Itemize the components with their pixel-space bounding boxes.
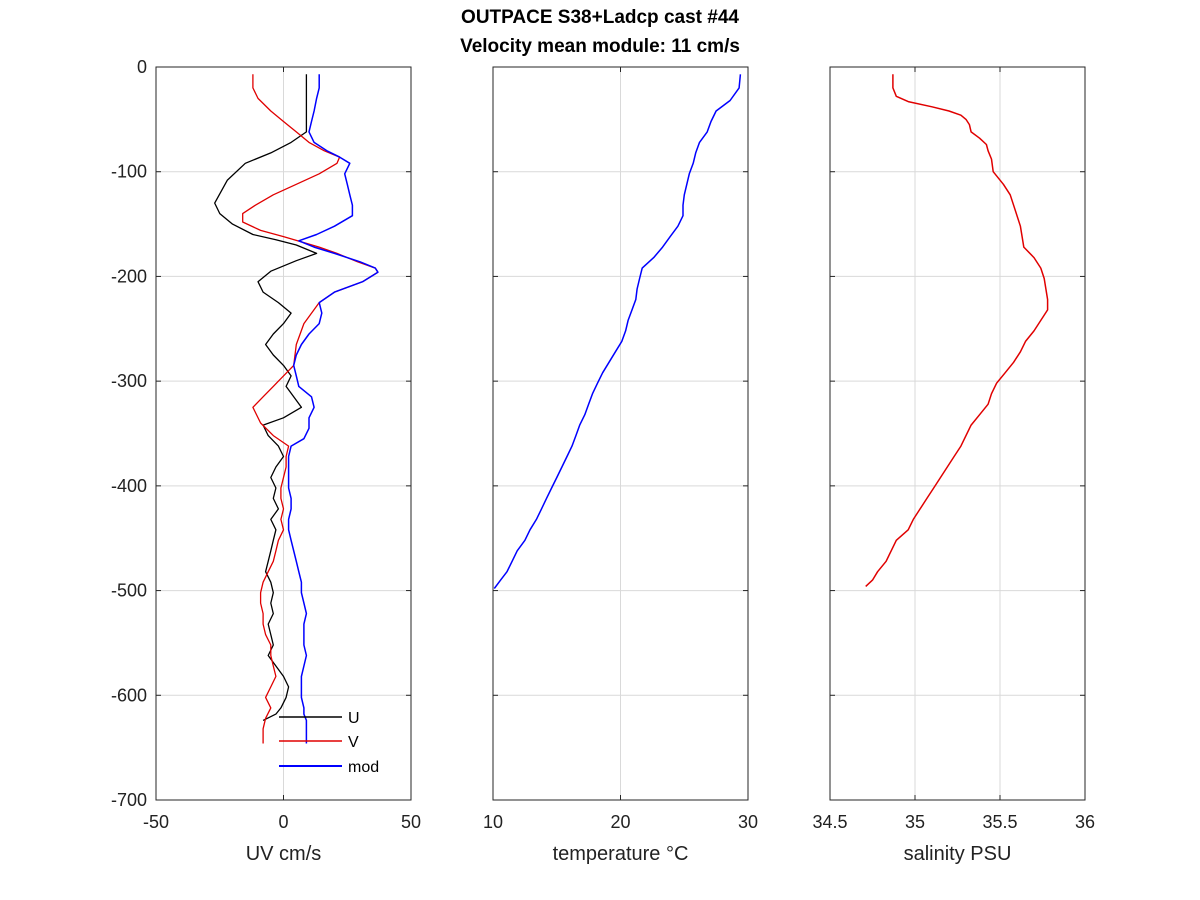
series-line-V xyxy=(242,74,379,744)
x-tick-label: 0 xyxy=(278,812,288,832)
y-tick-label: -400 xyxy=(111,476,147,496)
y-tick-label: -100 xyxy=(111,162,147,182)
panel-salinity: 34.5 35 35.5 36 salinity PSU xyxy=(812,66,1095,865)
x-tick-label: 10 xyxy=(483,812,503,832)
x-tick-label: 34.5 xyxy=(812,812,847,832)
legend-label-V: V xyxy=(348,734,359,751)
x-tick-label: 20 xyxy=(610,812,630,832)
y-tick-label: -500 xyxy=(111,581,147,601)
series-line-U xyxy=(214,74,318,721)
y-tick-label: -600 xyxy=(111,685,147,705)
x-tick-label: 30 xyxy=(738,812,758,832)
x-tick-label: 35 xyxy=(905,812,925,832)
x-tick-label: 50 xyxy=(401,812,421,832)
x-axis-label: temperature °C xyxy=(553,843,689,865)
x-tick-label: 35.5 xyxy=(982,812,1017,832)
legend-label-U: U xyxy=(348,710,360,727)
y-tick-label: -700 xyxy=(111,790,147,810)
x-tick-label: 36 xyxy=(1075,812,1095,832)
x-axis-label: UV cm/s xyxy=(246,843,322,865)
series-line-salinity xyxy=(865,74,1049,587)
chart-title-line1: OUTPACE S38+Ladcp cast #44 xyxy=(461,7,739,28)
y-tick-label: -200 xyxy=(111,266,147,286)
y-tick-label: -300 xyxy=(111,371,147,391)
series-line-temperature xyxy=(493,74,742,589)
x-axis-label: salinity PSU xyxy=(904,843,1012,865)
axes-box xyxy=(829,66,1086,801)
legend-label-mod: mod xyxy=(348,759,379,776)
x-tick-label: -50 xyxy=(143,812,169,832)
plot-area xyxy=(830,67,1085,800)
panel-temperature: 10 20 30 temperature °C xyxy=(483,66,758,865)
y-tick-label: 0 xyxy=(137,57,147,77)
chart-title-line2: Velocity mean module: 11 cm/s xyxy=(460,36,740,57)
series-line-mod xyxy=(287,74,379,744)
